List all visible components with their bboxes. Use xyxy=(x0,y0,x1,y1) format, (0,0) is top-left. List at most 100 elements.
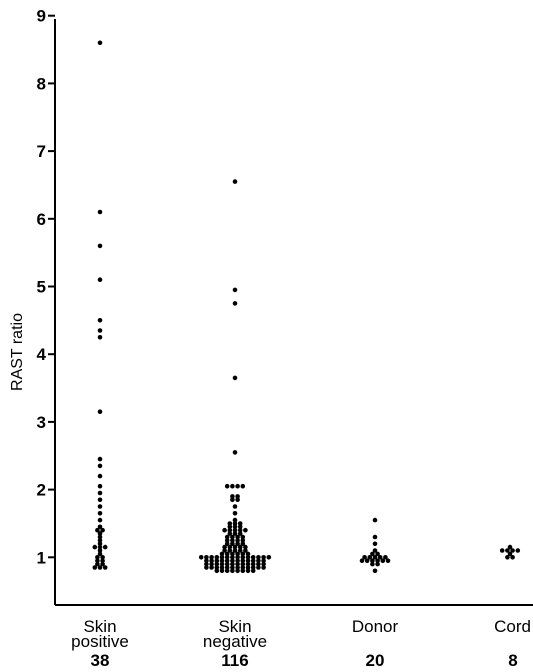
data-points xyxy=(92,40,521,574)
data-point xyxy=(224,534,230,540)
data-point xyxy=(240,541,246,547)
data-point xyxy=(377,555,383,560)
x-category-labels: Skinpositive38Skinnegative116Donor20Cord… xyxy=(71,617,531,670)
data-point xyxy=(97,456,103,462)
data-point xyxy=(97,524,103,530)
data-point xyxy=(235,538,240,543)
data-point xyxy=(97,497,103,503)
data-point xyxy=(245,558,251,563)
data-point xyxy=(507,551,513,557)
data-point xyxy=(97,328,103,333)
data-point xyxy=(372,568,378,574)
data-point xyxy=(100,555,105,560)
data-point xyxy=(243,527,248,533)
x-category-label: Skin xyxy=(218,617,251,636)
group-count-label: 20 xyxy=(366,651,385,670)
y-tick-label: 5 xyxy=(37,278,46,297)
data-point xyxy=(209,555,214,560)
y-tick-label: 2 xyxy=(37,481,46,500)
data-point xyxy=(235,483,240,489)
data-point xyxy=(97,504,103,509)
data-point xyxy=(230,568,235,574)
data-point xyxy=(510,548,515,553)
data-point xyxy=(372,534,378,540)
data-point xyxy=(250,568,256,574)
data-point xyxy=(204,555,209,560)
data-point xyxy=(100,527,105,533)
data-point xyxy=(204,558,209,563)
data-point xyxy=(97,277,103,283)
data-point xyxy=(97,551,103,557)
data-point xyxy=(224,558,230,563)
data-point xyxy=(224,483,230,489)
data-point xyxy=(372,541,378,547)
data-point xyxy=(230,558,235,563)
data-point xyxy=(359,558,365,563)
data-point xyxy=(209,558,214,563)
data-point xyxy=(230,555,235,560)
data-point xyxy=(97,335,103,340)
data-point xyxy=(232,517,238,523)
data-point xyxy=(505,548,510,553)
data-point xyxy=(97,463,103,469)
data-point xyxy=(235,568,240,574)
data-point xyxy=(232,544,238,550)
data-point xyxy=(256,561,261,567)
y-tick-label: 3 xyxy=(37,413,46,432)
data-point xyxy=(232,524,238,530)
data-point xyxy=(243,548,248,553)
data-point xyxy=(261,558,266,563)
data-point xyxy=(222,527,227,533)
data-point xyxy=(245,555,251,560)
data-point xyxy=(222,544,227,550)
data-point xyxy=(372,555,378,560)
data-point xyxy=(232,521,238,526)
data-point xyxy=(235,534,240,540)
data-point xyxy=(214,565,220,570)
data-point xyxy=(240,555,246,560)
y-tick-label: 7 xyxy=(37,142,46,161)
data-point xyxy=(198,555,204,560)
data-point xyxy=(230,534,235,540)
data-point xyxy=(235,561,240,567)
data-point xyxy=(97,541,103,547)
data-point xyxy=(240,534,246,540)
data-point xyxy=(240,483,246,489)
data-point xyxy=(385,558,391,563)
data-point xyxy=(364,558,370,563)
y-tick-label: 1 xyxy=(37,548,46,567)
data-point xyxy=(232,504,238,509)
data-point xyxy=(235,494,240,499)
data-point xyxy=(362,555,367,560)
data-point xyxy=(372,517,378,523)
data-point xyxy=(97,409,103,415)
data-point xyxy=(250,558,256,563)
data-point xyxy=(240,568,246,574)
data-point xyxy=(209,565,214,570)
data-point xyxy=(224,555,230,560)
x-category-label: Donor xyxy=(352,617,399,636)
data-point xyxy=(370,558,375,563)
data-point xyxy=(204,561,209,567)
data-point xyxy=(256,555,261,560)
group-count-label: 8 xyxy=(508,651,517,670)
y-tick-label: 4 xyxy=(37,345,47,364)
data-point xyxy=(245,561,251,567)
data-point xyxy=(224,561,230,567)
data-point xyxy=(256,558,261,563)
x-category-label: Skin xyxy=(83,617,116,636)
data-point xyxy=(102,565,108,570)
data-point xyxy=(219,565,225,570)
data-point xyxy=(214,568,220,574)
data-point xyxy=(232,301,238,306)
data-point xyxy=(204,565,209,570)
data-point xyxy=(232,287,238,293)
data-point xyxy=(97,531,103,536)
data-point xyxy=(235,558,240,563)
data-point xyxy=(227,544,233,550)
x-category-label: Cord xyxy=(494,617,531,636)
data-point xyxy=(224,541,230,547)
y-axis-label: RAST ratio xyxy=(9,313,26,391)
data-point xyxy=(100,561,105,567)
